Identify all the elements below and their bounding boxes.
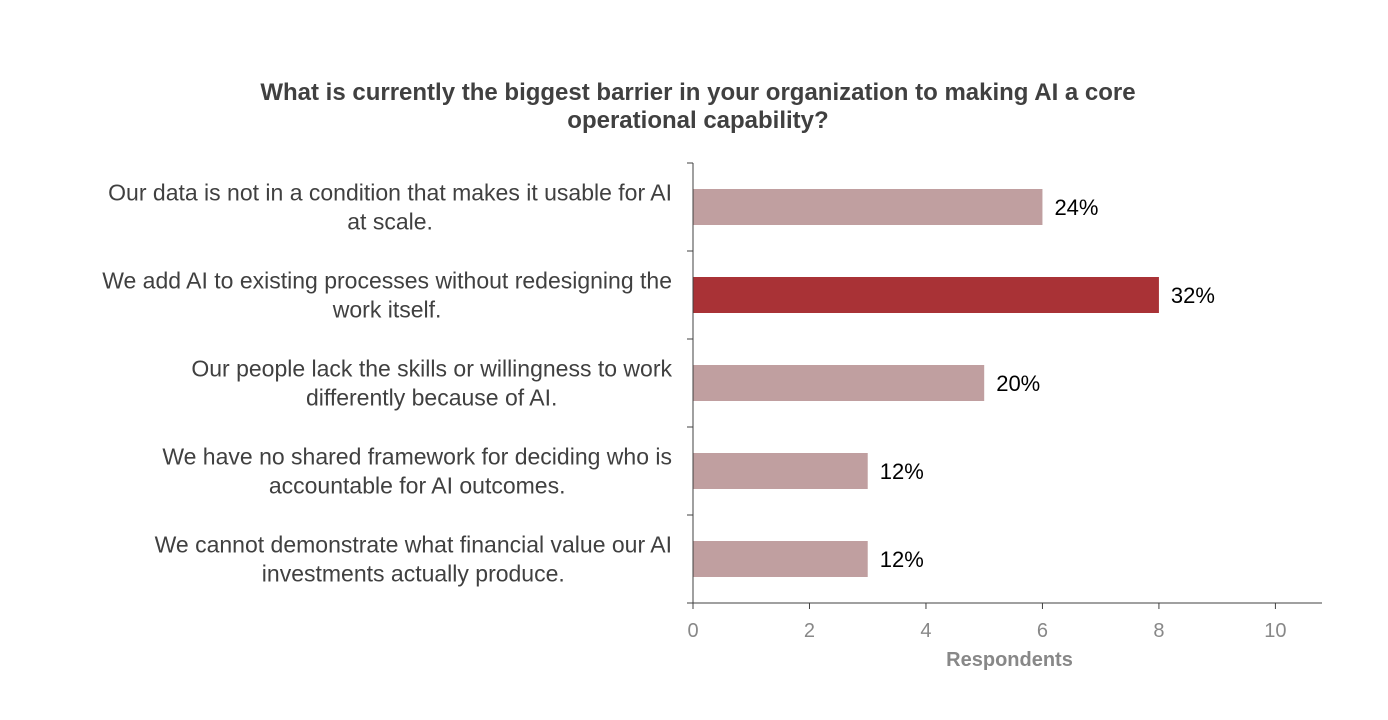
bar-3 <box>693 365 985 401</box>
category-label-5-line-1: We cannot demonstrate what financial val… <box>155 532 672 558</box>
x-tick-label-0: 0 <box>687 620 698 642</box>
bar-4 <box>693 453 868 489</box>
category-label-4-line-1: We have no shared framework for deciding… <box>162 444 672 470</box>
category-label-4-line-2: accountable for AI outcomes. <box>269 473 566 499</box>
category-label-3-line-2: differently because of AI. <box>306 385 557 411</box>
chart-title: What is currently the biggest barrier in… <box>200 79 1196 135</box>
x-tick-label-8: 8 <box>1153 620 1164 642</box>
chart-title-line-1: What is currently the biggest barrier in… <box>260 79 1136 106</box>
category-label-1-line-2: at scale. <box>347 209 433 235</box>
category-label-5-line-2: investments actually produce. <box>262 561 565 587</box>
bar-1 <box>693 189 1043 225</box>
data-label-5: 12% <box>880 547 924 572</box>
category-label-2-line-1: We add AI to existing processes without … <box>102 268 672 294</box>
data-label-3: 20% <box>996 371 1040 396</box>
category-label-2-line-2: work itself. <box>332 297 442 323</box>
x-tick-label-2: 2 <box>804 620 815 642</box>
category-label-1-line-1: Our data is not in a condition that make… <box>108 180 672 206</box>
data-label-1: 24% <box>1054 195 1098 220</box>
bar-5 <box>693 541 868 577</box>
chart-title-line-2: operational capability? <box>567 107 829 134</box>
data-label-2: 32% <box>1171 283 1215 308</box>
category-label-3-line-1: Our people lack the skills or willingnes… <box>191 356 672 382</box>
x-axis-title: Respondents <box>946 649 1073 671</box>
data-label-4: 12% <box>880 459 924 484</box>
x-tick-label-10: 10 <box>1264 620 1286 642</box>
x-tick-label-4: 4 <box>920 620 931 642</box>
bar-2 <box>693 277 1159 313</box>
x-tick-label-6: 6 <box>1037 620 1048 642</box>
